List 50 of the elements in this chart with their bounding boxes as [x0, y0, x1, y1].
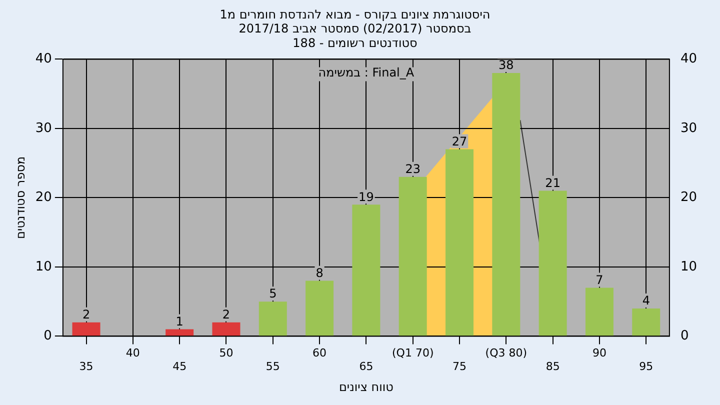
data-label: 8: [316, 266, 324, 280]
y-axis-title: מספר סטודנטים: [13, 156, 28, 240]
bar: [352, 204, 380, 336]
bar: [585, 288, 614, 336]
data-label: 21: [545, 176, 560, 190]
x-tick-label: 75: [452, 360, 467, 373]
x-axis-title: טווח ציונים: [338, 380, 394, 394]
bar: [166, 329, 194, 336]
y2-tick-label: 20: [680, 190, 698, 206]
bar: [306, 280, 334, 336]
data-label: 7: [596, 272, 604, 287]
x-tick-label: (Q3 80): [485, 346, 528, 360]
data-label: 5: [269, 286, 277, 301]
bar: [632, 308, 660, 336]
data-label: 23: [405, 162, 420, 176]
x-tick-label: 95: [639, 360, 654, 373]
text: היסטוגרמת ציונים בקורס - מבוא להנדסת חומרים מ1: [220, 7, 490, 22]
bar: [72, 322, 100, 336]
x-tick-label: 65: [359, 360, 374, 373]
data-label: 1: [176, 314, 184, 328]
x-tick-label: 50: [219, 346, 234, 360]
annotation: במשימה : Final_A: [318, 65, 415, 80]
x-tick-label: 60: [312, 346, 327, 360]
x-tick-label: (Q1 70): [392, 346, 434, 360]
bar: [538, 190, 567, 336]
data-label: 38: [498, 58, 514, 72]
text: בסמסטר (02/2017) סמסטר אביב 2017/18: [238, 22, 472, 36]
data-label: 4: [642, 294, 650, 308]
x-tick-label: 40: [126, 346, 140, 360]
x-tick-label: 45: [172, 360, 187, 373]
y2-tick-label: 10: [680, 259, 698, 274]
data-label: 19: [358, 190, 374, 204]
data-label: 2: [82, 307, 90, 322]
y-tick-label: 30: [35, 120, 52, 136]
x-tick-label: 35: [79, 360, 94, 373]
y-tick-label: 40: [35, 52, 52, 67]
data-label: 27: [452, 134, 468, 148]
y-tick-label: 10: [35, 259, 52, 274]
text: סטודנטים רשומים - 188: [292, 36, 418, 50]
y-tick-label: 20: [35, 190, 52, 206]
x-tick-label: 85: [546, 360, 560, 373]
y2-tick-label: 0: [680, 328, 689, 344]
bar: [212, 322, 240, 336]
x-tick-label: 55: [266, 360, 280, 373]
data-label: 2: [222, 307, 230, 322]
x-tick-label: 90: [592, 346, 606, 360]
y-tick-label: 0: [44, 328, 52, 344]
bar: [258, 302, 287, 336]
y2-tick-label: 40: [680, 52, 698, 67]
y2-tick-label: 30: [680, 120, 698, 136]
